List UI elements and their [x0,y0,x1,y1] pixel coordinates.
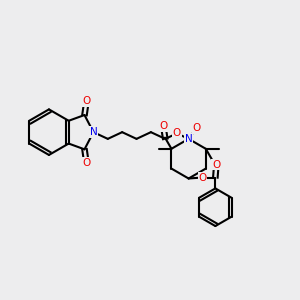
Text: N: N [185,134,193,144]
Text: O: O [173,128,181,138]
Text: O: O [192,123,201,133]
Text: N: N [89,127,97,137]
Text: O: O [82,96,91,106]
Text: O: O [212,160,220,170]
Text: O: O [159,121,167,131]
Text: O: O [198,172,207,182]
Text: O: O [82,158,91,168]
